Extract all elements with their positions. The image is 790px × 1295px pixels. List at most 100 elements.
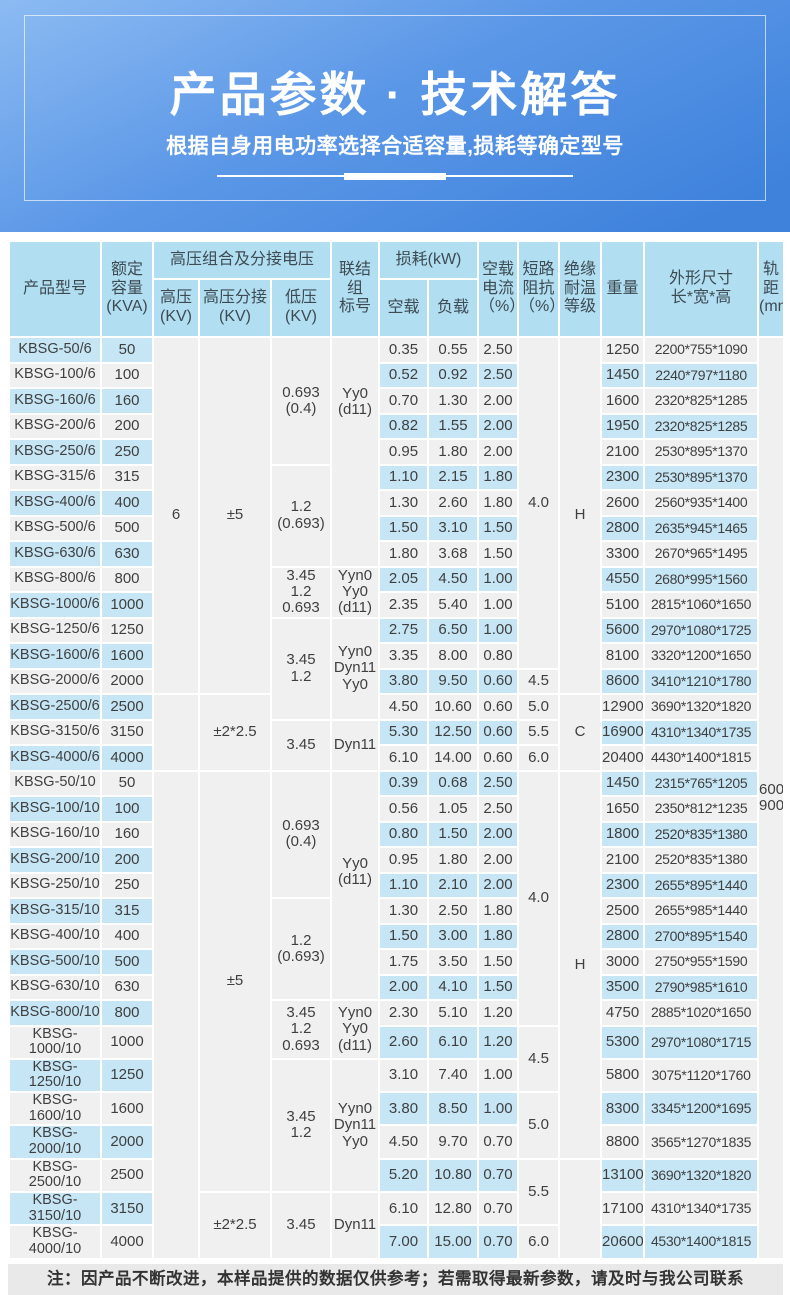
col-header-hv-tap: 高压分接 (KV) (198, 278, 272, 338)
cell-impedance: 4.5 (517, 667, 561, 695)
cell-weight: 3500 (600, 973, 646, 1001)
cell-noload-current: 0.60 (477, 693, 520, 721)
cell-impedance: 6.0 (517, 744, 561, 772)
cell-capacity: 315 (100, 897, 154, 925)
table-row: KBSG-160/10 160 0.80 1.50 2.00 1800 2520*835*1… (8, 820, 784, 848)
cell-impedance: 4.5 (517, 1024, 561, 1094)
cell-dims: 2970*1080*1715 (643, 1024, 760, 1060)
cell-load-loss: 4.50 (426, 565, 480, 593)
cell-weight: 8800 (600, 1124, 646, 1160)
cell-weight: 20600 (600, 1224, 646, 1260)
cell-noload-current: 2.00 (477, 820, 520, 848)
cell-model: KBSG-2500/10 (8, 1157, 102, 1194)
cell-model: KBSG-3150/6 (8, 718, 102, 746)
cell-load-loss: 0.92 (426, 361, 480, 389)
cell-noload-loss: 3.35 (378, 642, 429, 670)
cell-noload-current: 0.60 (477, 667, 520, 695)
cell-weight: 4550 (600, 565, 646, 593)
cell-dims: 2790*985*1610 (643, 973, 760, 1001)
cell-model: KBSG-4000/6 (8, 744, 102, 772)
cell-lv: 1.2 (0.693) (270, 463, 332, 568)
col-header-impedance: 短路 阻抗 （%） (517, 240, 561, 338)
cell-noload-current: 1.50 (477, 948, 520, 976)
table-row: KBSG-200/10 200 0.95 1.80 2.00 2100 2520*835*1… (8, 846, 784, 874)
cell-vector: Dyn11 (330, 718, 380, 772)
cell-load-loss: 1.05 (426, 795, 480, 823)
cell-weight: 1250 (600, 336, 646, 364)
table-row: KBSG-800/6 800 3.45 1.2 0.693 Yyn0 Yy0 (d11… (8, 565, 784, 619)
table-row: KBSG-1000/10 1000 2.60 6.10 1.20 4.5 5300 2970*… (8, 1024, 784, 1094)
cell-load-loss: 1.80 (426, 438, 480, 466)
cell-weight: 3300 (600, 540, 646, 568)
cell-lv: 1.2 (0.693) (270, 897, 332, 1001)
cell-noload-loss: 1.80 (378, 540, 429, 568)
cell-capacity: 2500 (100, 1157, 154, 1194)
cell-noload-current: 0.60 (477, 718, 520, 746)
cell-lv: 3.45 (270, 1191, 332, 1260)
cell-capacity: 250 (100, 871, 154, 899)
table-row: KBSG-2000/10 2000 4.50 9.70 0.70 8800 3565*127… (8, 1124, 784, 1160)
col-header-vector: 联结组 标号 (330, 240, 380, 338)
note-bar: 注：因产品不断改进，本样品提供的数据仅供参考；若需取得最新参数，请及时与我公司联… (8, 1263, 783, 1295)
cell-noload-loss: 2.75 (378, 616, 429, 644)
cell-load-loss: 7.40 (426, 1057, 480, 1094)
cell-weight: 4750 (600, 999, 646, 1027)
cell-weight: 2800 (600, 922, 646, 950)
table-row: KBSG-2500/6 2500 ±2*2.5 4.50 10.60 0.60 5.0 C 12… (8, 693, 784, 772)
cell-noload-current: 2.00 (477, 846, 520, 874)
table-row: KBSG-315/6 315 1.2 (0.693) 1.10 2.15 1.80 2300… (8, 463, 784, 568)
cell-capacity: 800 (100, 999, 154, 1027)
cell-dims: 3345*1200*1695 (643, 1091, 760, 1127)
cell-dims: 2315*765*1205 (643, 769, 760, 797)
cell-vector: Dyn11 (330, 1191, 380, 1260)
cell-gauge: 600 900 (757, 336, 786, 1260)
cell-tap: ±5 (198, 769, 272, 1194)
cell-model: KBSG-200/10 (8, 846, 102, 874)
cell-model: KBSG-2000/10 (8, 1124, 102, 1160)
cell-dims: 3690*1320*1820 (643, 693, 760, 721)
cell-dims: 2655*895*1440 (643, 871, 760, 899)
cell-dims: 3410*1210*1780 (643, 667, 760, 695)
page-subtitle: 根据自身用电功率选择合适容量,损耗等确定型号 (166, 135, 624, 158)
cell-load-loss: 9.50 (426, 667, 480, 695)
table-row: KBSG-1250/10 1250 3.45 1.2 Yyn0 Dyn11 Yy0 3.… (8, 1057, 784, 1194)
banner-divider (0, 170, 790, 182)
table-row: KBSG-2500/10 2500 5.20 10.80 0.70 5.5 13100 369… (8, 1157, 784, 1260)
cell-noload-loss: 0.70 (378, 387, 429, 415)
cell-capacity: 315 (100, 463, 154, 491)
cell-weight: 2300 (600, 871, 646, 899)
cell-model: KBSG-160/10 (8, 820, 102, 848)
table-row: KBSG-2000/6 2000 3.80 9.50 0.60 4.5 8600 3410*1… (8, 667, 784, 695)
cell-model: KBSG-1000/10 (8, 1024, 102, 1060)
cell-impedance: 5.5 (517, 1157, 561, 1227)
cell-load-loss: 1.30 (426, 387, 480, 415)
cell-lv: 3.45 1.2 (270, 1057, 332, 1194)
table-row: KBSG-100/6 100 0.52 0.92 2.50 1450 2240*797*11… (8, 361, 784, 389)
cell-model: KBSG-500/10 (8, 948, 102, 976)
cell-insulation: H (558, 769, 603, 1160)
table-row: KBSG-4000/10 4000 7.00 15.00 0.70 6.0 20600 453… (8, 1224, 784, 1260)
cell-model: KBSG-1600/6 (8, 642, 102, 670)
cell-weight: 2100 (600, 846, 646, 874)
cell-noload-loss: 4.50 (378, 1124, 429, 1160)
cell-vector: Yyn0 Yy0 (d11) (330, 565, 380, 619)
cell-noload-current: 0.70 (477, 1157, 520, 1194)
cell-model: KBSG-100/10 (8, 795, 102, 823)
cell-noload-current: 0.70 (477, 1224, 520, 1260)
cell-dims: 2530*895*1370 (643, 438, 760, 466)
cell-capacity: 4000 (100, 1224, 154, 1260)
cell-lv: 0.693 (0.4) (270, 336, 332, 466)
cell-noload-loss: 3.10 (378, 1057, 429, 1094)
cell-load-loss: 14.00 (426, 744, 480, 772)
cell-model: KBSG-250/6 (8, 438, 102, 466)
cell-weight: 2300 (600, 463, 646, 491)
cell-insulation: C (558, 693, 603, 772)
cell-dims: 2200*755*1090 (643, 336, 760, 364)
cell-noload-loss: 2.05 (378, 565, 429, 593)
cell-weight: 13100 (600, 1157, 646, 1194)
cell-capacity: 2000 (100, 1124, 154, 1160)
cell-tap: ±5 (198, 336, 272, 695)
cell-noload-current: 2.50 (477, 336, 520, 364)
cell-hv (152, 769, 200, 1260)
cell-dims: 2670*965*1495 (643, 540, 760, 568)
